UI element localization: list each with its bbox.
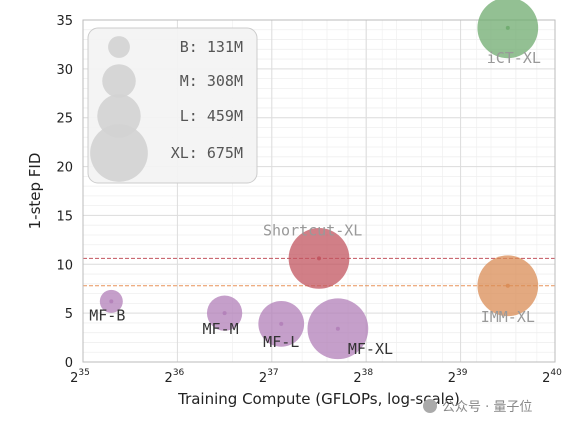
x-tick-label: 240 bbox=[542, 368, 562, 386]
watermark: 公众号 · 量子位 bbox=[423, 399, 532, 415]
legend-item-label: B: 131M bbox=[180, 38, 243, 56]
x-tick-label: 238 bbox=[353, 368, 373, 386]
x-tick-base: 2 bbox=[542, 371, 550, 386]
data-point-center bbox=[279, 321, 284, 326]
data-point-center bbox=[505, 25, 510, 30]
point-label: Shortcut-XL bbox=[263, 221, 362, 239]
y-tick-label: 25 bbox=[56, 112, 73, 127]
legend-item-label: XL: 675M bbox=[171, 144, 243, 162]
y-tick-label: 20 bbox=[56, 161, 73, 176]
point-labels: MF-B MF-M MF-L MF-XL Shortcut-XL iCT-XL IMM-XL bbox=[89, 49, 541, 358]
y-tick-label: 0 bbox=[65, 356, 73, 371]
point-label: MF-B bbox=[89, 306, 125, 324]
data-point-center bbox=[317, 256, 321, 261]
data-points bbox=[99, 0, 539, 360]
legend-marker bbox=[102, 64, 136, 98]
x-tick-base: 2 bbox=[448, 371, 456, 386]
watermark-icon bbox=[423, 399, 437, 413]
point-label: IMM-XL bbox=[481, 308, 535, 326]
point-label: MF-L bbox=[263, 333, 299, 351]
legend-item-label: L: 459M bbox=[180, 107, 243, 125]
x-tick-label: 236 bbox=[165, 368, 185, 386]
y-axis-label: 1-step FID bbox=[26, 153, 44, 230]
x-tick-base: 2 bbox=[353, 371, 361, 386]
legend-marker bbox=[90, 124, 148, 182]
legend: B: 131M M: 308M L: 459M XL: 675M bbox=[87, 27, 258, 184]
x-tick-exponent: 37 bbox=[267, 368, 278, 378]
legend-marker bbox=[108, 36, 130, 58]
x-tick-exponent: 40 bbox=[550, 368, 562, 378]
x-tick-base: 2 bbox=[259, 371, 267, 386]
data-point-center bbox=[505, 283, 510, 288]
point-label: MF-XL bbox=[348, 340, 393, 358]
x-tick-base: 2 bbox=[70, 371, 78, 386]
data-point-center bbox=[109, 299, 114, 304]
x-tick-label: 239 bbox=[448, 368, 468, 386]
data-point-center bbox=[335, 326, 340, 331]
point-label: MF-M bbox=[203, 320, 239, 338]
x-tick-base: 2 bbox=[165, 371, 173, 386]
y-tick-label: 15 bbox=[56, 209, 73, 224]
legend-item-label: M: 308M bbox=[180, 72, 243, 90]
y-tick-label: 30 bbox=[56, 63, 73, 78]
plot-frame bbox=[82, 19, 556, 363]
x-tick-exponent: 38 bbox=[362, 368, 374, 378]
x-tick-exponent: 36 bbox=[173, 368, 185, 378]
y-tick-label: 35 bbox=[56, 14, 73, 29]
point-label: iCT-XL bbox=[487, 49, 541, 67]
x-tick-label: 235 bbox=[70, 368, 90, 386]
y-tick-label: 10 bbox=[56, 258, 73, 273]
x-axis-label: Training Compute (GFLOPs, log-scale) bbox=[177, 390, 460, 408]
data-point-center bbox=[222, 311, 227, 316]
x-tick-exponent: 39 bbox=[456, 368, 468, 378]
watermark-text: 公众号 · 量子位 bbox=[442, 400, 532, 415]
x-tick-label: 237 bbox=[259, 368, 279, 386]
y-tick-label: 5 bbox=[65, 307, 73, 322]
x-tick-exponent: 35 bbox=[78, 368, 89, 378]
